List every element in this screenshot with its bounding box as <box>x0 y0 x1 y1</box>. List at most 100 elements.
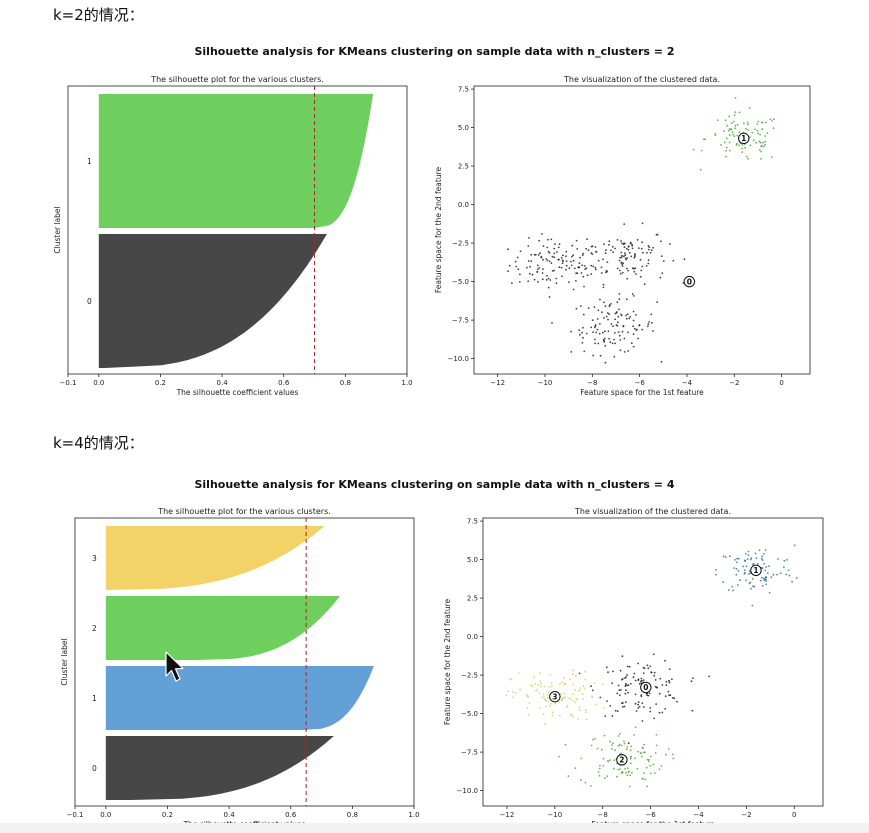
scatter-point <box>638 247 640 250</box>
scatter-point <box>584 709 587 711</box>
scatter-point <box>617 768 619 771</box>
scatter-point <box>545 279 548 281</box>
scatter-point <box>624 685 627 688</box>
scatter-point <box>565 250 568 253</box>
scatter-point <box>747 129 749 132</box>
scatter-point <box>728 141 731 144</box>
scatter-point <box>648 758 650 761</box>
scatter-point <box>590 326 593 329</box>
scatter-point <box>637 701 640 703</box>
scatter-point <box>528 272 531 275</box>
scatter-point <box>736 557 738 560</box>
scatter-point <box>582 275 585 278</box>
scatter-point <box>628 317 631 320</box>
scatter-point <box>641 702 644 705</box>
scatter-point <box>734 97 737 99</box>
scatter-point <box>646 758 649 761</box>
scatter-point <box>668 668 671 670</box>
scatter-point <box>526 707 529 710</box>
scatter-point <box>626 774 629 777</box>
scatter-point <box>734 559 736 561</box>
scatter-point <box>570 260 572 263</box>
y-tick-label: 2.5 <box>458 163 469 171</box>
scatter-point <box>699 168 702 171</box>
scatter-point <box>553 247 556 250</box>
scatter-point <box>636 767 639 770</box>
scatter-point <box>625 689 627 692</box>
scatter-point <box>620 261 623 264</box>
scatter-point <box>564 743 567 746</box>
scatter-point <box>553 256 556 259</box>
scatter-point <box>665 684 668 687</box>
x-tick-label: 0.2 <box>162 811 173 819</box>
x-tick-label: 0.0 <box>100 811 111 819</box>
cluster-center-label: 0 <box>687 277 692 286</box>
scatter-point <box>540 682 542 685</box>
scatter-point <box>576 248 579 250</box>
scatter-point <box>600 272 603 274</box>
scatter-point <box>744 146 746 149</box>
scatter-point <box>626 277 629 280</box>
scatter-point <box>625 771 627 774</box>
scatter-point <box>763 579 766 582</box>
scatter-point <box>533 675 536 678</box>
scatter-point <box>623 351 626 353</box>
x-tick-label: −12 <box>500 811 515 819</box>
scatter-point <box>668 681 671 684</box>
scatter-point <box>640 755 643 758</box>
scatter-point <box>642 706 645 708</box>
scatter-point <box>630 745 633 748</box>
scatter-point <box>568 281 570 283</box>
scatter-point <box>618 334 621 337</box>
scatter-point <box>582 698 585 700</box>
scatter-point <box>571 715 574 718</box>
scatter-point <box>605 315 608 318</box>
scatter-point <box>572 673 574 675</box>
scatter-point <box>623 740 625 743</box>
scatter-point <box>621 254 623 257</box>
scatter-point <box>585 247 588 250</box>
cluster-center-3 <box>549 690 561 703</box>
scatter-point <box>528 702 531 705</box>
x-tick-label: −10 <box>538 379 553 387</box>
scatter-point <box>660 240 662 243</box>
scatter-point <box>640 752 643 754</box>
axes-frame <box>67 85 408 375</box>
scatter-point <box>630 255 633 258</box>
scatter-point <box>590 252 593 254</box>
scatter-point <box>647 259 650 262</box>
scatter-point <box>517 268 520 271</box>
scatter-point <box>608 243 610 246</box>
scatter-point <box>635 314 637 316</box>
scatter-point <box>595 331 598 334</box>
scatter-point <box>619 349 622 352</box>
scatter-point <box>625 317 628 320</box>
scatter-point <box>725 149 727 152</box>
section-heading-k4: k=4的情况： <box>53 434 144 452</box>
scatter-point <box>542 693 545 696</box>
scatter-point <box>510 678 513 681</box>
scatter-point <box>765 583 767 586</box>
scatter-point <box>725 146 728 149</box>
scatter-point <box>714 132 717 135</box>
scatter-point <box>599 354 602 357</box>
scatter-point <box>533 278 536 281</box>
scatter-point <box>735 573 738 576</box>
scatter-point <box>638 324 641 326</box>
scatter-point <box>755 557 758 559</box>
scatter-point <box>641 241 643 244</box>
scatter-point <box>646 251 648 254</box>
scatter-point <box>597 259 600 262</box>
silhouette-cluster-0 <box>98 234 327 368</box>
scatter-point <box>514 691 517 694</box>
scatter-point <box>649 764 652 767</box>
scatter-point <box>580 757 583 760</box>
scatter-point <box>652 763 654 766</box>
scatter-cluster-3 <box>505 669 605 725</box>
scatter-point <box>761 567 764 570</box>
scatter-point <box>623 255 625 258</box>
scatter-point <box>745 127 747 130</box>
cluster-center-1 <box>750 564 762 577</box>
scatter-point <box>627 742 630 745</box>
scatter-point <box>783 566 785 569</box>
